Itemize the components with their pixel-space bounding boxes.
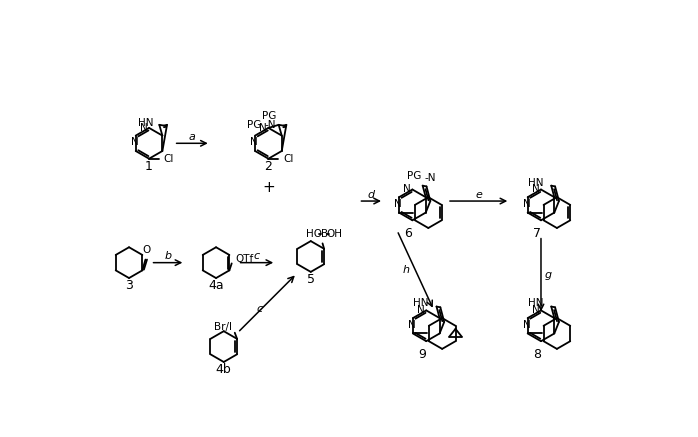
Text: 4b: 4b — [216, 363, 232, 376]
Text: 1: 1 — [145, 160, 153, 173]
Text: N: N — [251, 137, 258, 147]
Text: HN: HN — [413, 298, 429, 309]
Text: N: N — [403, 184, 411, 194]
Text: Cl: Cl — [283, 154, 293, 164]
Text: Cl: Cl — [164, 154, 174, 164]
Text: PG: PG — [262, 111, 276, 121]
Text: HN: HN — [528, 177, 544, 187]
Text: HN: HN — [528, 298, 544, 309]
Text: N: N — [523, 319, 530, 329]
Text: N: N — [131, 137, 139, 147]
Text: B: B — [320, 229, 327, 239]
Text: OTf: OTf — [235, 254, 254, 264]
Text: N: N — [140, 123, 147, 133]
Text: N: N — [523, 199, 530, 209]
Text: N: N — [532, 305, 540, 316]
Text: N: N — [259, 123, 267, 133]
Text: c: c — [256, 304, 262, 314]
Text: N: N — [394, 199, 402, 209]
Text: b: b — [164, 251, 172, 261]
Text: PG: PG — [246, 120, 261, 130]
Text: 2: 2 — [265, 160, 272, 173]
Text: -N: -N — [424, 173, 436, 183]
Text: e: e — [475, 190, 482, 200]
Text: 5: 5 — [306, 273, 315, 286]
Text: N: N — [417, 305, 424, 316]
Text: N: N — [408, 319, 416, 329]
Text: a: a — [188, 132, 195, 142]
Text: 9: 9 — [419, 348, 426, 361]
Text: 7: 7 — [533, 227, 541, 240]
Text: HO: HO — [306, 229, 322, 239]
Text: -N: -N — [265, 120, 276, 130]
Text: h: h — [403, 265, 410, 275]
Text: N: N — [532, 184, 540, 194]
Text: PG: PG — [407, 171, 421, 181]
Text: Br/I: Br/I — [214, 322, 232, 332]
Text: O: O — [143, 245, 151, 255]
Text: d: d — [368, 190, 375, 200]
Text: OH: OH — [326, 229, 342, 239]
Text: g: g — [545, 270, 552, 280]
Text: +: + — [262, 180, 275, 195]
Text: 4a: 4a — [208, 279, 224, 292]
Text: 3: 3 — [125, 279, 133, 292]
Text: 8: 8 — [533, 348, 541, 361]
Text: HN: HN — [138, 118, 153, 128]
Text: 6: 6 — [405, 227, 413, 240]
Text: c: c — [254, 251, 260, 261]
